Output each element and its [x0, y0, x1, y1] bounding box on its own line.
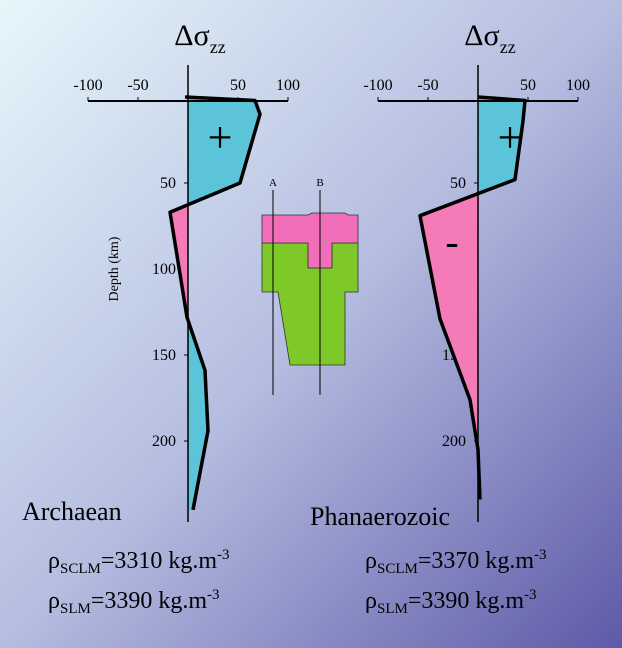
unit-sup: -3 — [524, 587, 537, 603]
x-tick-label: -50 — [417, 77, 438, 94]
density: ρSCLM=3370 kg.m-3 — [365, 547, 547, 577]
unit-sup: -3 — [534, 547, 547, 563]
inset-label: B — [316, 177, 323, 189]
rho-sub: SCLM — [377, 561, 418, 577]
unit-sup: -3 — [217, 547, 230, 563]
profile-line — [168, 95, 262, 511]
title-sub: zz — [210, 37, 226, 57]
inset-diagram: A B — [261, 177, 359, 395]
y-tick-label: 100 — [152, 261, 176, 278]
sign: + — [208, 113, 233, 162]
y-axis-label: Depth (km) — [107, 236, 122, 301]
y-tick-label: 200 — [152, 433, 176, 450]
region-label: Phanaerozoic — [310, 502, 450, 531]
axis-title: Δσzz — [174, 19, 225, 57]
density: ρSCLM=3310 kg.m-3 — [48, 547, 230, 577]
profile-line — [418, 95, 527, 500]
x-tick-label: 50 — [230, 77, 246, 94]
density-value: =3390 kg.m — [91, 588, 208, 614]
x-tick-label: -100 — [363, 77, 392, 94]
rho: ρ — [365, 548, 377, 574]
density-value: =3390 kg.m — [408, 588, 525, 614]
y-tick-label: 150 — [152, 347, 176, 364]
rho-sub: SCLM — [60, 561, 101, 577]
rho-sub: SLM — [377, 601, 408, 617]
negative-area — [420, 97, 478, 500]
y-tick-label: 50 — [450, 175, 466, 192]
title-sub: zz — [500, 37, 516, 57]
rho-sub: SLM — [60, 601, 91, 617]
rho: ρ — [48, 588, 60, 614]
x-tick-label: 50 — [520, 77, 536, 94]
x-tick-label: -50 — [127, 77, 148, 94]
unit-sup: -3 — [207, 587, 220, 603]
rho: ρ — [48, 548, 60, 574]
density-value: =3310 kg.m — [101, 548, 218, 574]
title-main: Δσ — [464, 19, 499, 52]
rho: ρ — [365, 588, 377, 614]
y-tick-label: 50 — [160, 175, 176, 192]
region-label: Archaean — [22, 497, 122, 526]
inset-label: A — [269, 177, 277, 189]
x-tick-label: 100 — [276, 77, 300, 94]
sign: + — [498, 113, 523, 162]
x-tick-label: -100 — [73, 77, 102, 94]
sign: - — [445, 219, 458, 264]
x-tick-label: 100 — [566, 77, 590, 94]
density: ρSLM=3390 kg.m-3 — [365, 587, 537, 617]
y-tick-label: 200 — [442, 433, 466, 450]
axis-title: Δσzz — [464, 19, 515, 57]
density: ρSLM=3390 kg.m-3 — [48, 587, 220, 617]
title-main: Δσ — [174, 19, 209, 52]
density-value: =3370 kg.m — [418, 548, 535, 574]
